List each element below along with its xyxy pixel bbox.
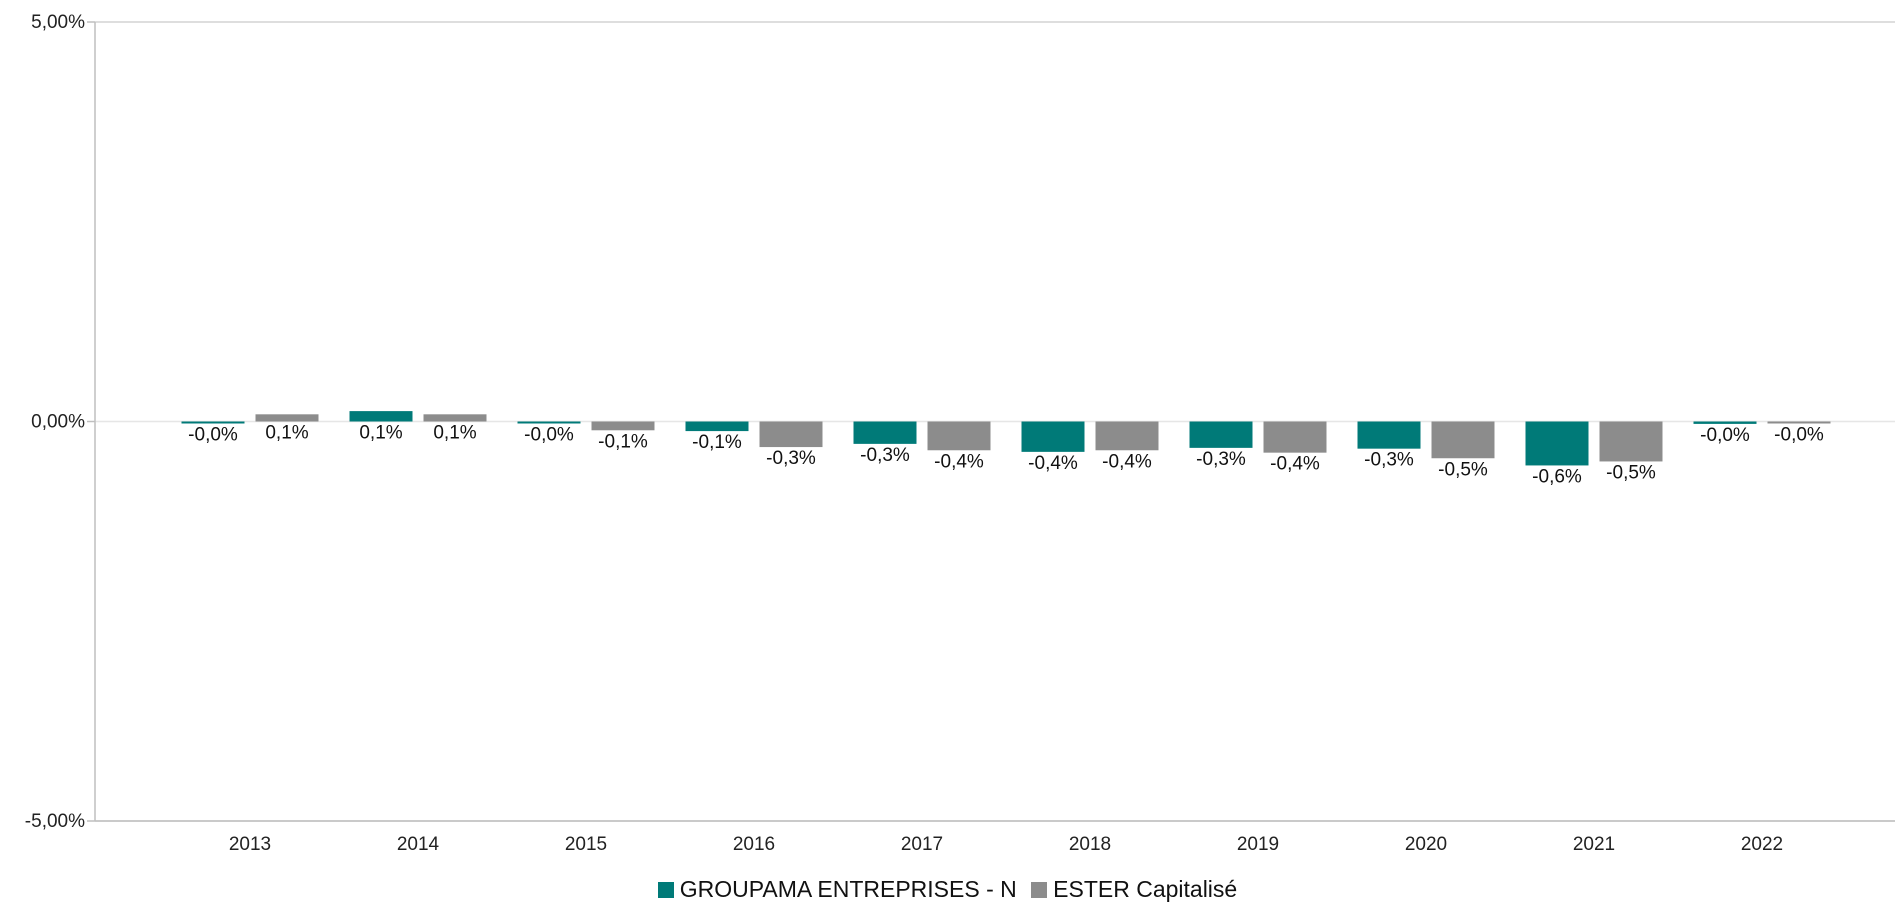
x-tick-label: 2021 — [1573, 834, 1615, 855]
legend-swatch-series-1 — [657, 882, 674, 898]
x-tick-label: 2022 — [1741, 834, 1783, 855]
bar-series-1-2016 — [685, 421, 749, 432]
bar-series-1-2017 — [853, 421, 917, 444]
x-tick-label: 2016 — [733, 834, 775, 855]
x-tick-label: 2019 — [1237, 834, 1279, 855]
bar-series-1-2015 — [517, 421, 581, 424]
data-label-series-1-2013: -0,0% — [188, 425, 238, 446]
data-label-series-2-2019: -0,4% — [1270, 454, 1320, 475]
bar-series-2-2022 — [1767, 421, 1831, 424]
bar-series-2-2021 — [1599, 421, 1663, 462]
bar-series-2-2019 — [1263, 421, 1327, 453]
data-label-series-2-2021: -0,5% — [1606, 462, 1656, 483]
data-label-series-2-2020: -0,5% — [1438, 459, 1488, 480]
bar-series-1-2020 — [1357, 421, 1421, 449]
y-tick-label: 0,00% — [31, 412, 85, 433]
data-label-series-1-2020: -0,3% — [1364, 450, 1414, 471]
bar-series-2-2020 — [1431, 421, 1495, 459]
bars — [181, 411, 1831, 466]
data-label-series-1-2021: -0,6% — [1532, 466, 1582, 487]
legend-label-series-2: ESTER Capitalisé — [1053, 876, 1238, 902]
legend: GROUPAMA ENTREPRISES - N ESTER Capitalis… — [0, 876, 1895, 903]
axes — [87, 21, 1895, 822]
x-tick-label: 2013 — [229, 834, 271, 855]
bar-series-2-2017 — [927, 421, 991, 451]
legend-item-series-2: ESTER Capitalisé — [1031, 876, 1237, 903]
y-tick-label: 5,00% — [31, 12, 85, 33]
bar-series-2-2015 — [591, 421, 655, 431]
bar-series-1-2018 — [1021, 421, 1085, 452]
bar-series-1-2013 — [181, 421, 245, 424]
bar-series-2-2016 — [759, 421, 823, 448]
data-label-series-1-2014: 0,1% — [359, 423, 402, 444]
data-label-series-2-2016: -0,3% — [766, 448, 816, 469]
bar-series-1-2022 — [1693, 421, 1757, 424]
legend-label-series-1: GROUPAMA ENTREPRISES - N — [679, 876, 1017, 902]
legend-swatch-series-2 — [1031, 882, 1048, 898]
bar-chart: -0,0% 0,1% -0,0% -0,1% -0,3% -0,4% -0,3% -0,3% -… — [25, 12, 1895, 855]
data-label-series-2-2015: -0,1% — [598, 431, 648, 452]
data-label-series-1-2015: -0,0% — [524, 425, 574, 446]
data-label-series-2-2017: -0,4% — [934, 451, 984, 472]
x-tick-label: 2014 — [397, 834, 440, 855]
x-tick-label: 2018 — [1069, 834, 1111, 855]
x-tick-label: 2017 — [901, 834, 943, 855]
data-label-series-2-2013: 0,1% — [265, 423, 308, 444]
legend-item-series-1: GROUPAMA ENTREPRISES - N — [657, 876, 1017, 903]
data-label-series-1-2022: -0,0% — [1700, 425, 1750, 446]
tick-labels: 5,00% 0,00% -5,00% 2013 2014 2015 2016 2017 2018… — [25, 12, 1783, 855]
data-labels: -0,0% 0,1% -0,0% -0,1% -0,3% -0,4% -0,3% -0,3% -… — [188, 423, 1824, 488]
data-label-series-2-2018: -0,4% — [1102, 451, 1152, 472]
data-label-series-1-2017: -0,3% — [860, 445, 910, 466]
bar-series-2-2018 — [1095, 421, 1159, 451]
data-label-series-2-2022: -0,0% — [1774, 425, 1824, 446]
bar-series-2-2013 — [255, 414, 319, 422]
data-label-series-1-2019: -0,3% — [1196, 449, 1246, 470]
bar-series-1-2014 — [349, 411, 413, 422]
data-label-series-2-2014: 0,1% — [433, 423, 476, 444]
bar-series-2-2014 — [423, 414, 487, 422]
bar-series-1-2019 — [1189, 421, 1253, 448]
bar-series-1-2021 — [1525, 421, 1589, 466]
data-label-series-1-2018: -0,4% — [1028, 453, 1078, 474]
x-tick-label: 2020 — [1405, 834, 1447, 855]
x-tick-label: 2015 — [565, 834, 607, 855]
data-label-series-1-2016: -0,1% — [692, 432, 742, 453]
y-tick-label: -5,00% — [25, 811, 85, 832]
